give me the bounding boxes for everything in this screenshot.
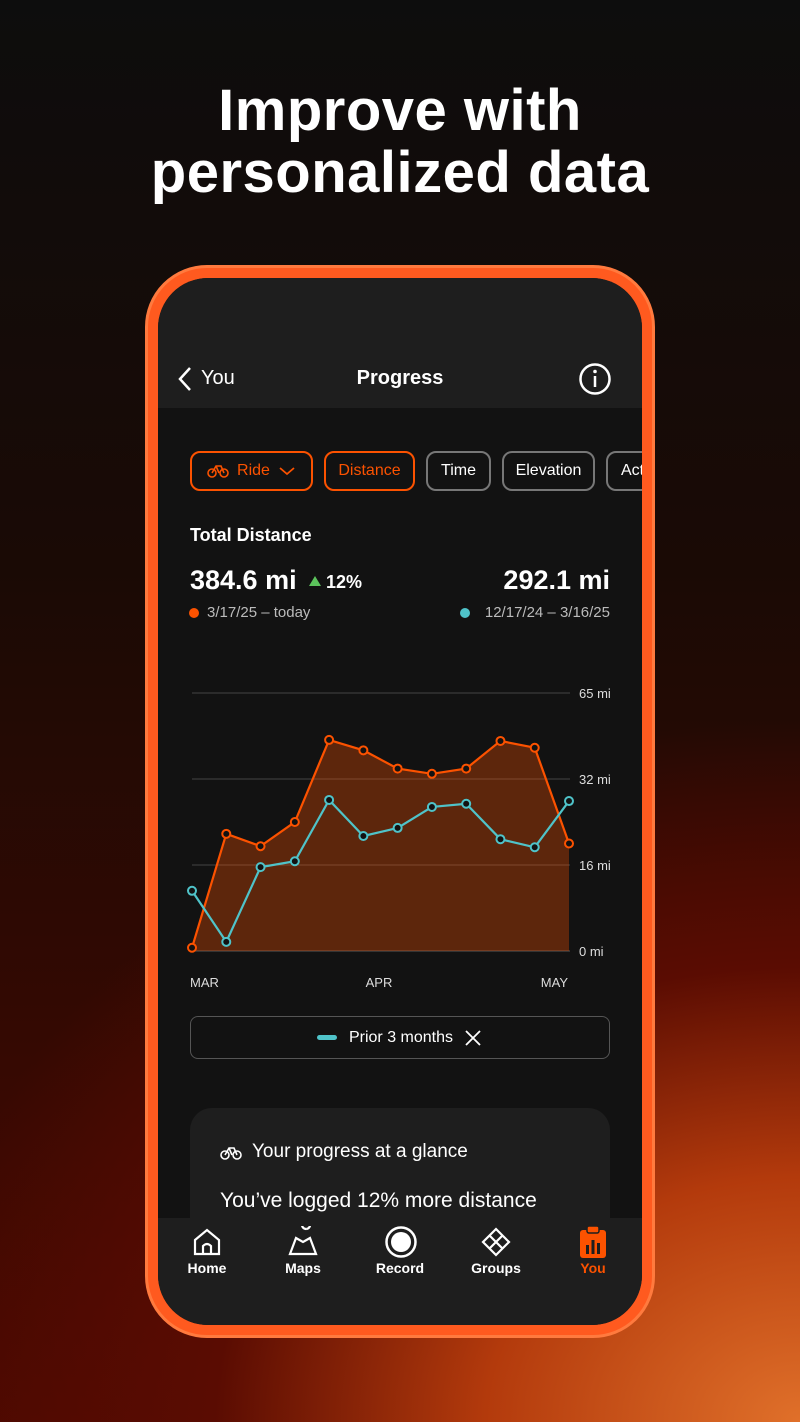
data-point bbox=[289, 817, 300, 827]
current-dot bbox=[189, 608, 199, 618]
data-point bbox=[324, 794, 335, 805]
nav-tab[interactable]: Home bbox=[187, 1260, 227, 1276]
screen-title: Progress bbox=[356, 367, 444, 389]
data-point bbox=[495, 735, 506, 746]
you-icon bbox=[580, 1225, 606, 1258]
data-point bbox=[461, 763, 472, 774]
series-line bbox=[190, 738, 571, 949]
data-point bbox=[255, 862, 266, 873]
series-line bbox=[191, 798, 570, 945]
x-tick-label: MAR bbox=[190, 975, 219, 990]
insight-text: You’ve logged 12% more distance bbox=[220, 1189, 537, 1212]
data-point bbox=[324, 734, 335, 745]
data-point bbox=[358, 745, 369, 756]
data-point bbox=[529, 742, 540, 753]
data-point bbox=[426, 801, 437, 812]
back-icon[interactable] bbox=[176, 366, 196, 392]
back-link[interactable]: You bbox=[201, 367, 235, 389]
chart: 0 mi 16 mi 32 mi 65 mi MAR APR MAY bbox=[187, 686, 611, 990]
nav-tab[interactable]: Maps bbox=[285, 1260, 321, 1276]
data-point bbox=[392, 822, 403, 833]
filter-pill[interactable]: Time bbox=[426, 451, 491, 491]
maps-icon bbox=[288, 1226, 318, 1256]
legend-swatch bbox=[316, 1034, 337, 1040]
nav-tab[interactable]: You bbox=[580, 1260, 606, 1276]
nav-tab[interactable]: Groups bbox=[471, 1260, 521, 1276]
y-tick-label: 16 mi bbox=[579, 858, 611, 873]
data-point bbox=[358, 830, 369, 841]
record-icon bbox=[385, 1226, 417, 1258]
prior-range: 12/17/24 – 3/16/25 bbox=[484, 604, 610, 621]
bike-icon bbox=[220, 1147, 242, 1160]
legend-pill[interactable]: Prior 3 months bbox=[190, 1016, 610, 1059]
header bbox=[158, 278, 642, 408]
sport-filter[interactable]: Ride bbox=[190, 451, 313, 491]
filter-pill[interactable]: Distance bbox=[324, 451, 415, 491]
data-point bbox=[221, 936, 232, 947]
data-point bbox=[564, 838, 574, 849]
screen: You Progress Ride Distance Time Elevatio… bbox=[158, 278, 642, 1325]
bike-icon bbox=[207, 465, 229, 478]
change-percent: 12% bbox=[326, 572, 363, 592]
x-tick-label: APR bbox=[366, 975, 393, 990]
x-tick-label: MAY bbox=[541, 975, 569, 990]
groups-icon bbox=[481, 1227, 511, 1257]
chevron bbox=[279, 467, 295, 476]
data-point bbox=[495, 834, 506, 845]
summary-label: Total Distance bbox=[190, 525, 312, 545]
y-tick-label: 65 mi bbox=[579, 686, 611, 701]
legend-label: Prior 3 months bbox=[348, 1028, 454, 1046]
insight-title: Your progress at a glance bbox=[252, 1141, 468, 1162]
data-point bbox=[289, 856, 300, 867]
current-total: 384.6 mi bbox=[190, 565, 297, 595]
remove-icon[interactable] bbox=[463, 1028, 483, 1048]
tab-bar bbox=[158, 1218, 642, 1325]
filter-pill[interactable]: Elevation bbox=[502, 451, 595, 491]
filter-label: Ride bbox=[237, 462, 270, 479]
current-range: 3/17/25 – today bbox=[207, 604, 311, 621]
headline: Improve with personalized data bbox=[150, 78, 650, 205]
info-button[interactable] bbox=[578, 362, 612, 396]
prior-dot bbox=[460, 608, 470, 618]
data-point bbox=[221, 828, 232, 839]
data-point bbox=[426, 768, 437, 779]
data-point bbox=[529, 842, 540, 853]
data-point bbox=[461, 798, 472, 809]
data-point bbox=[564, 796, 574, 807]
y-tick-label: 0 mi bbox=[579, 944, 604, 959]
home-icon bbox=[193, 1228, 221, 1256]
prior-total: 292.1 mi bbox=[503, 565, 610, 595]
data-point bbox=[187, 942, 197, 953]
data-point bbox=[392, 763, 403, 774]
area bbox=[192, 739, 569, 951]
y-tick-label: 32 mi bbox=[579, 772, 611, 787]
filter-pill[interactable]: Act bbox=[606, 451, 642, 491]
data-point bbox=[255, 841, 266, 852]
data-point bbox=[187, 885, 197, 896]
up-arrow bbox=[309, 576, 321, 586]
nav-tab[interactable]: Record bbox=[375, 1260, 425, 1276]
